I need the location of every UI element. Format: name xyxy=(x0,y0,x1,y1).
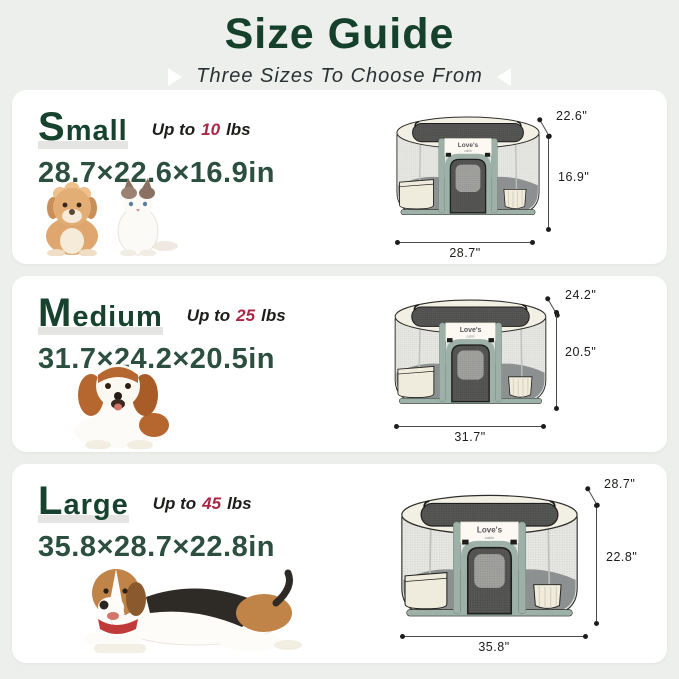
playpen-image: Love's cabin xyxy=(393,115,543,234)
height-label: 22.8" xyxy=(606,550,638,564)
large-name-block: Large xyxy=(38,480,129,523)
beagle-photo xyxy=(84,569,302,653)
brand-logo-sub: cabin xyxy=(485,535,495,540)
name-underline xyxy=(38,515,129,523)
right-triangle-icon xyxy=(496,67,511,86)
weight-value: 10 xyxy=(201,120,221,139)
width-dimension-line xyxy=(395,240,535,245)
playpen-image: Love's cabin xyxy=(391,298,550,424)
cavalier-spaniel-photo xyxy=(74,364,169,449)
playpen-drawing: Love's cabin xyxy=(396,116,540,216)
width-label: 35.8" xyxy=(478,640,510,654)
playpen-image: Love's cabin xyxy=(397,493,582,639)
width-label: 28.7" xyxy=(449,246,481,260)
page-title: Size Guide xyxy=(224,10,455,58)
width-dimension-line xyxy=(400,634,588,639)
brand-logo: Love's xyxy=(460,327,482,334)
height-dimension-line xyxy=(546,134,551,232)
playpen-drawing: Love's cabin xyxy=(401,494,578,617)
weight-limit: Up to 45 lbs xyxy=(153,494,252,514)
weight-prefix: Up to xyxy=(186,306,231,325)
brand-logo: Love's xyxy=(458,142,479,149)
dimensions-text: 31.7×24.2×20.5in xyxy=(38,343,275,375)
subtitle-row: Three Sizes To Choose From xyxy=(0,65,679,88)
depth-label: 24.2" xyxy=(565,288,597,302)
height-label: 16.9" xyxy=(558,170,590,184)
weight-prefix: Up to xyxy=(152,494,197,513)
small-name-block: Small xyxy=(38,106,128,149)
weight-prefix: Up to xyxy=(151,120,196,139)
medium-name-block: Medium xyxy=(38,292,163,335)
dimensions-text: 35.8×28.7×22.8in xyxy=(38,531,275,563)
width-dimension-line xyxy=(394,424,546,429)
product-diagram: Love's cabin 22.6" 16.9" 28.7" xyxy=(348,90,663,264)
weight-value: 25 xyxy=(236,306,256,325)
weight-value: 45 xyxy=(202,494,222,513)
medium-header: Medium Up to 25 lbs xyxy=(12,276,667,335)
subtitle-text: Three Sizes To Choose From xyxy=(196,65,483,87)
depth-label: 28.7" xyxy=(604,477,636,491)
height-label: 20.5" xyxy=(565,345,597,359)
weight-suffix: lbs xyxy=(261,306,286,325)
weight-suffix: lbs xyxy=(226,120,251,139)
depth-label: 22.6" xyxy=(556,109,588,123)
size-row-large: Large Up to 45 lbs 35.8×28.7×22.8in xyxy=(12,464,667,663)
brand-logo-sub: cabin xyxy=(464,149,472,153)
playpen-drawing: Love's cabin xyxy=(394,299,547,405)
name-underline xyxy=(38,141,128,149)
size-name: Medium xyxy=(38,291,163,335)
product-diagram: Love's cabin 28.7" 22.8" 35.8" xyxy=(348,464,663,663)
size-name: Small xyxy=(38,105,128,149)
height-dimension-line xyxy=(594,503,599,626)
large-header: Large Up to 45 lbs xyxy=(12,464,667,523)
brand-logo-sub: cabin xyxy=(466,334,474,338)
product-diagram: Love's cabin 24.2" 20.5" 31.7" xyxy=(348,276,663,452)
size-row-small: Small Up to 10 lbs 28.7×22.6×16.9in xyxy=(12,90,667,264)
header: Size Guide Three Sizes To Choose From xyxy=(0,0,679,88)
weight-limit: Up to 25 lbs xyxy=(187,306,286,326)
brand-logo: Love's xyxy=(477,525,503,534)
left-triangle-icon xyxy=(168,67,183,86)
height-dimension-line xyxy=(554,310,559,411)
small-header: Small Up to 10 lbs xyxy=(12,90,667,149)
size-row-medium: Medium Up to 25 lbs 31.7×24.2×20.5in xyxy=(12,276,667,452)
dimensions-text: 28.7×22.6×16.9in xyxy=(38,157,275,189)
weight-limit: Up to 10 lbs xyxy=(152,120,251,140)
size-name: Large xyxy=(38,479,129,523)
width-label: 31.7" xyxy=(454,430,486,444)
puppy-and-cat-photo xyxy=(46,178,178,256)
weight-suffix: lbs xyxy=(227,494,252,513)
name-underline xyxy=(38,327,163,335)
